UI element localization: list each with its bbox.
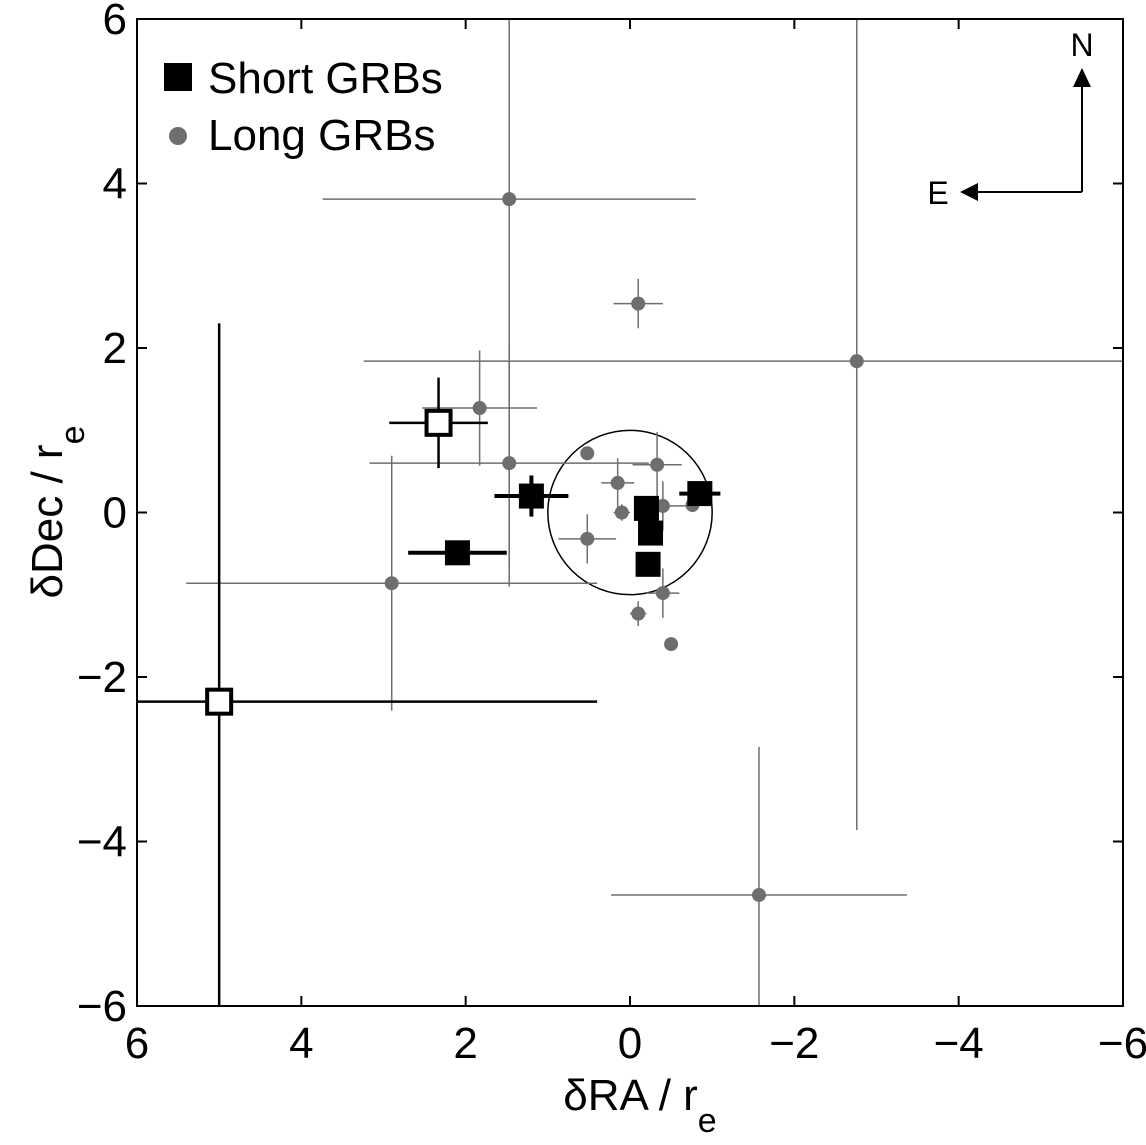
y-tick-label: −2 [77,653,127,702]
long-grb-point [613,504,630,521]
y-tick-label: −6 [77,982,127,1031]
x-tick-label: 0 [618,1019,642,1068]
short-grb-point [137,323,598,1006]
short-grb-point [638,520,664,546]
short-grb-marker-filled [518,483,544,509]
legend-label-long: Long GRBs [208,111,435,160]
long-grb-marker [384,576,399,591]
long-grb-point [580,446,595,461]
y-tick-label: 6 [103,0,127,44]
long-grb-marker [650,457,665,472]
long-grb-marker [610,475,625,490]
long-grb-point [664,637,679,652]
long-grb-point [611,746,907,1006]
long-grb-point [601,458,635,508]
long-grb-point [186,455,598,711]
legend-marker-long [169,127,187,145]
long-grb-point [613,278,663,329]
long-grb-marker [655,498,670,513]
short-grb-point [408,540,507,566]
short-grb-marker-filled [635,551,661,577]
x-tick-label: −6 [1098,1019,1146,1068]
compass-north-label: N [1070,27,1093,63]
long-grb-marker [849,354,864,369]
long-grb-point [630,601,647,627]
long-grb-point [369,339,649,587]
long-grb-marker [631,296,646,311]
long-grb-point [632,431,682,498]
y-axis-label: δDec / re [23,426,92,599]
compass-east-arrowhead [960,183,978,201]
short-grb-marker-open [424,408,453,437]
short-grb-marker-filled [633,495,659,521]
long-grb-marker [631,606,646,621]
legend: Short GRBs Long GRBs [164,54,443,160]
short-grb-marker-filled [687,481,713,507]
long-grb-point [558,514,617,564]
short-grb-point [679,481,721,507]
short-grb-point [635,551,661,577]
x-axis-label: δRA / re [563,1071,716,1140]
x-tick-label: 2 [453,1019,477,1068]
legend-marker-short [164,63,192,91]
x-tick-label: 6 [125,1019,149,1068]
short-grb-marker-open [205,687,234,716]
unit-circle [547,429,713,596]
long-grb-point [646,568,680,618]
short-grb-point [389,377,488,469]
short-grb-point [494,475,569,517]
x-tick-label: −4 [934,1019,984,1068]
legend-label-short: Short GRBs [208,54,443,103]
long-grb-marker [502,192,517,207]
y-tick-label: 2 [103,324,127,373]
x-tick-label: 4 [289,1019,313,1068]
compass-north-arrowhead [1073,68,1091,87]
short-grb-marker-filled [638,520,664,546]
long-grb-marker [655,586,670,601]
long-grb-marker [614,505,629,520]
long-grb-point [422,350,538,466]
long-grb-marker [580,531,595,546]
y-tick-label: 4 [103,160,127,209]
compass: NE [927,27,1093,211]
y-tick-label: −4 [77,818,127,867]
long-grb-point [363,19,1123,830]
short-grb-point [633,495,659,521]
long-grb-marker [502,456,517,471]
axis-ticks: 6 4 2 0 −2 −4 −6 −6 −4 −2 0 2 4 6 [77,0,1146,1068]
long-grb-marker [580,446,595,461]
long-grb-marker [752,887,767,902]
x-tick-label: −2 [769,1019,819,1068]
long-grb-marker [472,401,487,416]
plot-area [137,19,1123,1006]
y-tick-label: 0 [103,489,127,538]
short-grb-marker-filled [444,540,470,566]
long-grb-marker [664,637,679,652]
compass-east-label: E [927,175,948,211]
